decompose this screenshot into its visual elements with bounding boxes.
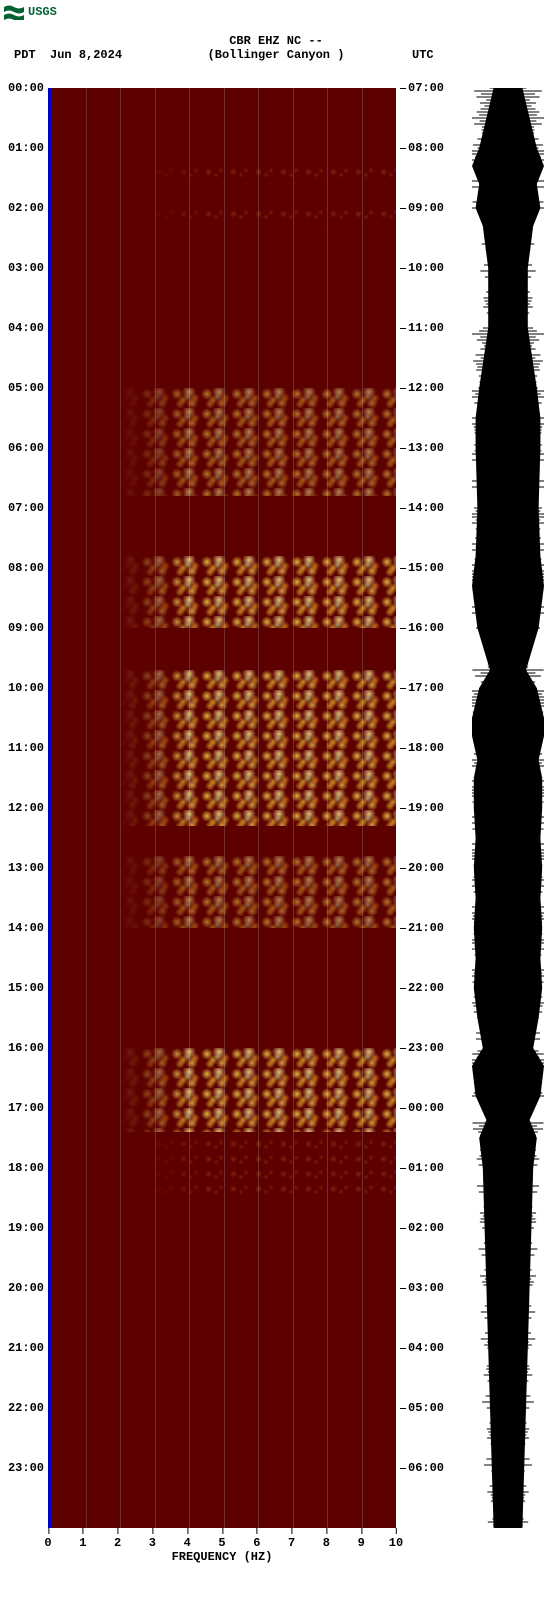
y-tick-left: 22:00 [2, 1401, 44, 1415]
y-tick-right: 14:00 [408, 501, 444, 515]
x-tick: 7 [288, 1536, 295, 1550]
y-tick-right: 00:00 [408, 1101, 444, 1115]
x-tick: 9 [358, 1536, 365, 1550]
right-timezone: UTC [412, 48, 434, 62]
y-tick-right: 13:00 [408, 441, 444, 455]
y-tick-left: 00:00 [2, 81, 44, 95]
y-tick-left: 09:00 [2, 621, 44, 635]
usgs-logo-text: USGS [28, 5, 57, 19]
y-tick-left: 15:00 [2, 981, 44, 995]
y-tick-left: 14:00 [2, 921, 44, 935]
usgs-logo: USGS [4, 4, 57, 20]
x-tick: 2 [114, 1536, 121, 1550]
y-tick-right: 09:00 [408, 201, 444, 215]
y-tick-right: 11:00 [408, 321, 444, 335]
y-tick-right: 19:00 [408, 801, 444, 815]
y-tick-right: 08:00 [408, 141, 444, 155]
waveform-plot [472, 88, 544, 1528]
y-tick-left: 02:00 [2, 201, 44, 215]
y-tick-left: 03:00 [2, 261, 44, 275]
y-tick-left: 18:00 [2, 1161, 44, 1175]
y-tick-left: 07:00 [2, 501, 44, 515]
y-tick-right: 03:00 [408, 1281, 444, 1295]
y-tick-left: 16:00 [2, 1041, 44, 1055]
y-tick-left: 23:00 [2, 1461, 44, 1475]
x-tick: 5 [218, 1536, 225, 1550]
station-line: CBR EHZ NC -- [0, 34, 552, 48]
y-tick-left: 04:00 [2, 321, 44, 335]
y-tick-left: 13:00 [2, 861, 44, 875]
y-tick-right: 06:00 [408, 1461, 444, 1475]
x-tick: 6 [253, 1536, 260, 1550]
x-tick: 8 [323, 1536, 330, 1550]
y-tick-left: 01:00 [2, 141, 44, 155]
y-tick-left: 21:00 [2, 1341, 44, 1355]
y-tick-right: 18:00 [408, 741, 444, 755]
x-tick: 3 [149, 1536, 156, 1550]
page: USGS CBR EHZ NC -- (Bollinger Canyon ) P… [0, 0, 552, 1613]
y-tick-right: 05:00 [408, 1401, 444, 1415]
y-tick-left: 08:00 [2, 561, 44, 575]
y-tick-right: 07:00 [408, 81, 444, 95]
x-tick: 4 [184, 1536, 191, 1550]
y-tick-left: 12:00 [2, 801, 44, 815]
y-tick-right: 22:00 [408, 981, 444, 995]
y-tick-right: 20:00 [408, 861, 444, 875]
x-axis-label: FREQUENCY (HZ) [48, 1550, 396, 1564]
x-tick: 1 [79, 1536, 86, 1550]
y-tick-left: 17:00 [2, 1101, 44, 1115]
y-tick-left: 19:00 [2, 1221, 44, 1235]
spectrogram-plot [48, 88, 396, 1528]
x-tick: 0 [44, 1536, 51, 1550]
y-tick-left: 10:00 [2, 681, 44, 695]
y-tick-left: 20:00 [2, 1281, 44, 1295]
y-tick-right: 15:00 [408, 561, 444, 575]
y-tick-right: 10:00 [408, 261, 444, 275]
left-timezone: PDT Jun 8,2024 [14, 48, 122, 62]
y-tick-left: 05:00 [2, 381, 44, 395]
y-tick-right: 02:00 [408, 1221, 444, 1235]
x-tick: 10 [389, 1536, 403, 1550]
y-tick-right: 01:00 [408, 1161, 444, 1175]
y-tick-right: 12:00 [408, 381, 444, 395]
y-tick-left: 11:00 [2, 741, 44, 755]
y-tick-right: 16:00 [408, 621, 444, 635]
y-tick-right: 21:00 [408, 921, 444, 935]
y-tick-right: 23:00 [408, 1041, 444, 1055]
y-tick-left: 06:00 [2, 441, 44, 455]
y-tick-right: 17:00 [408, 681, 444, 695]
y-tick-right: 04:00 [408, 1341, 444, 1355]
